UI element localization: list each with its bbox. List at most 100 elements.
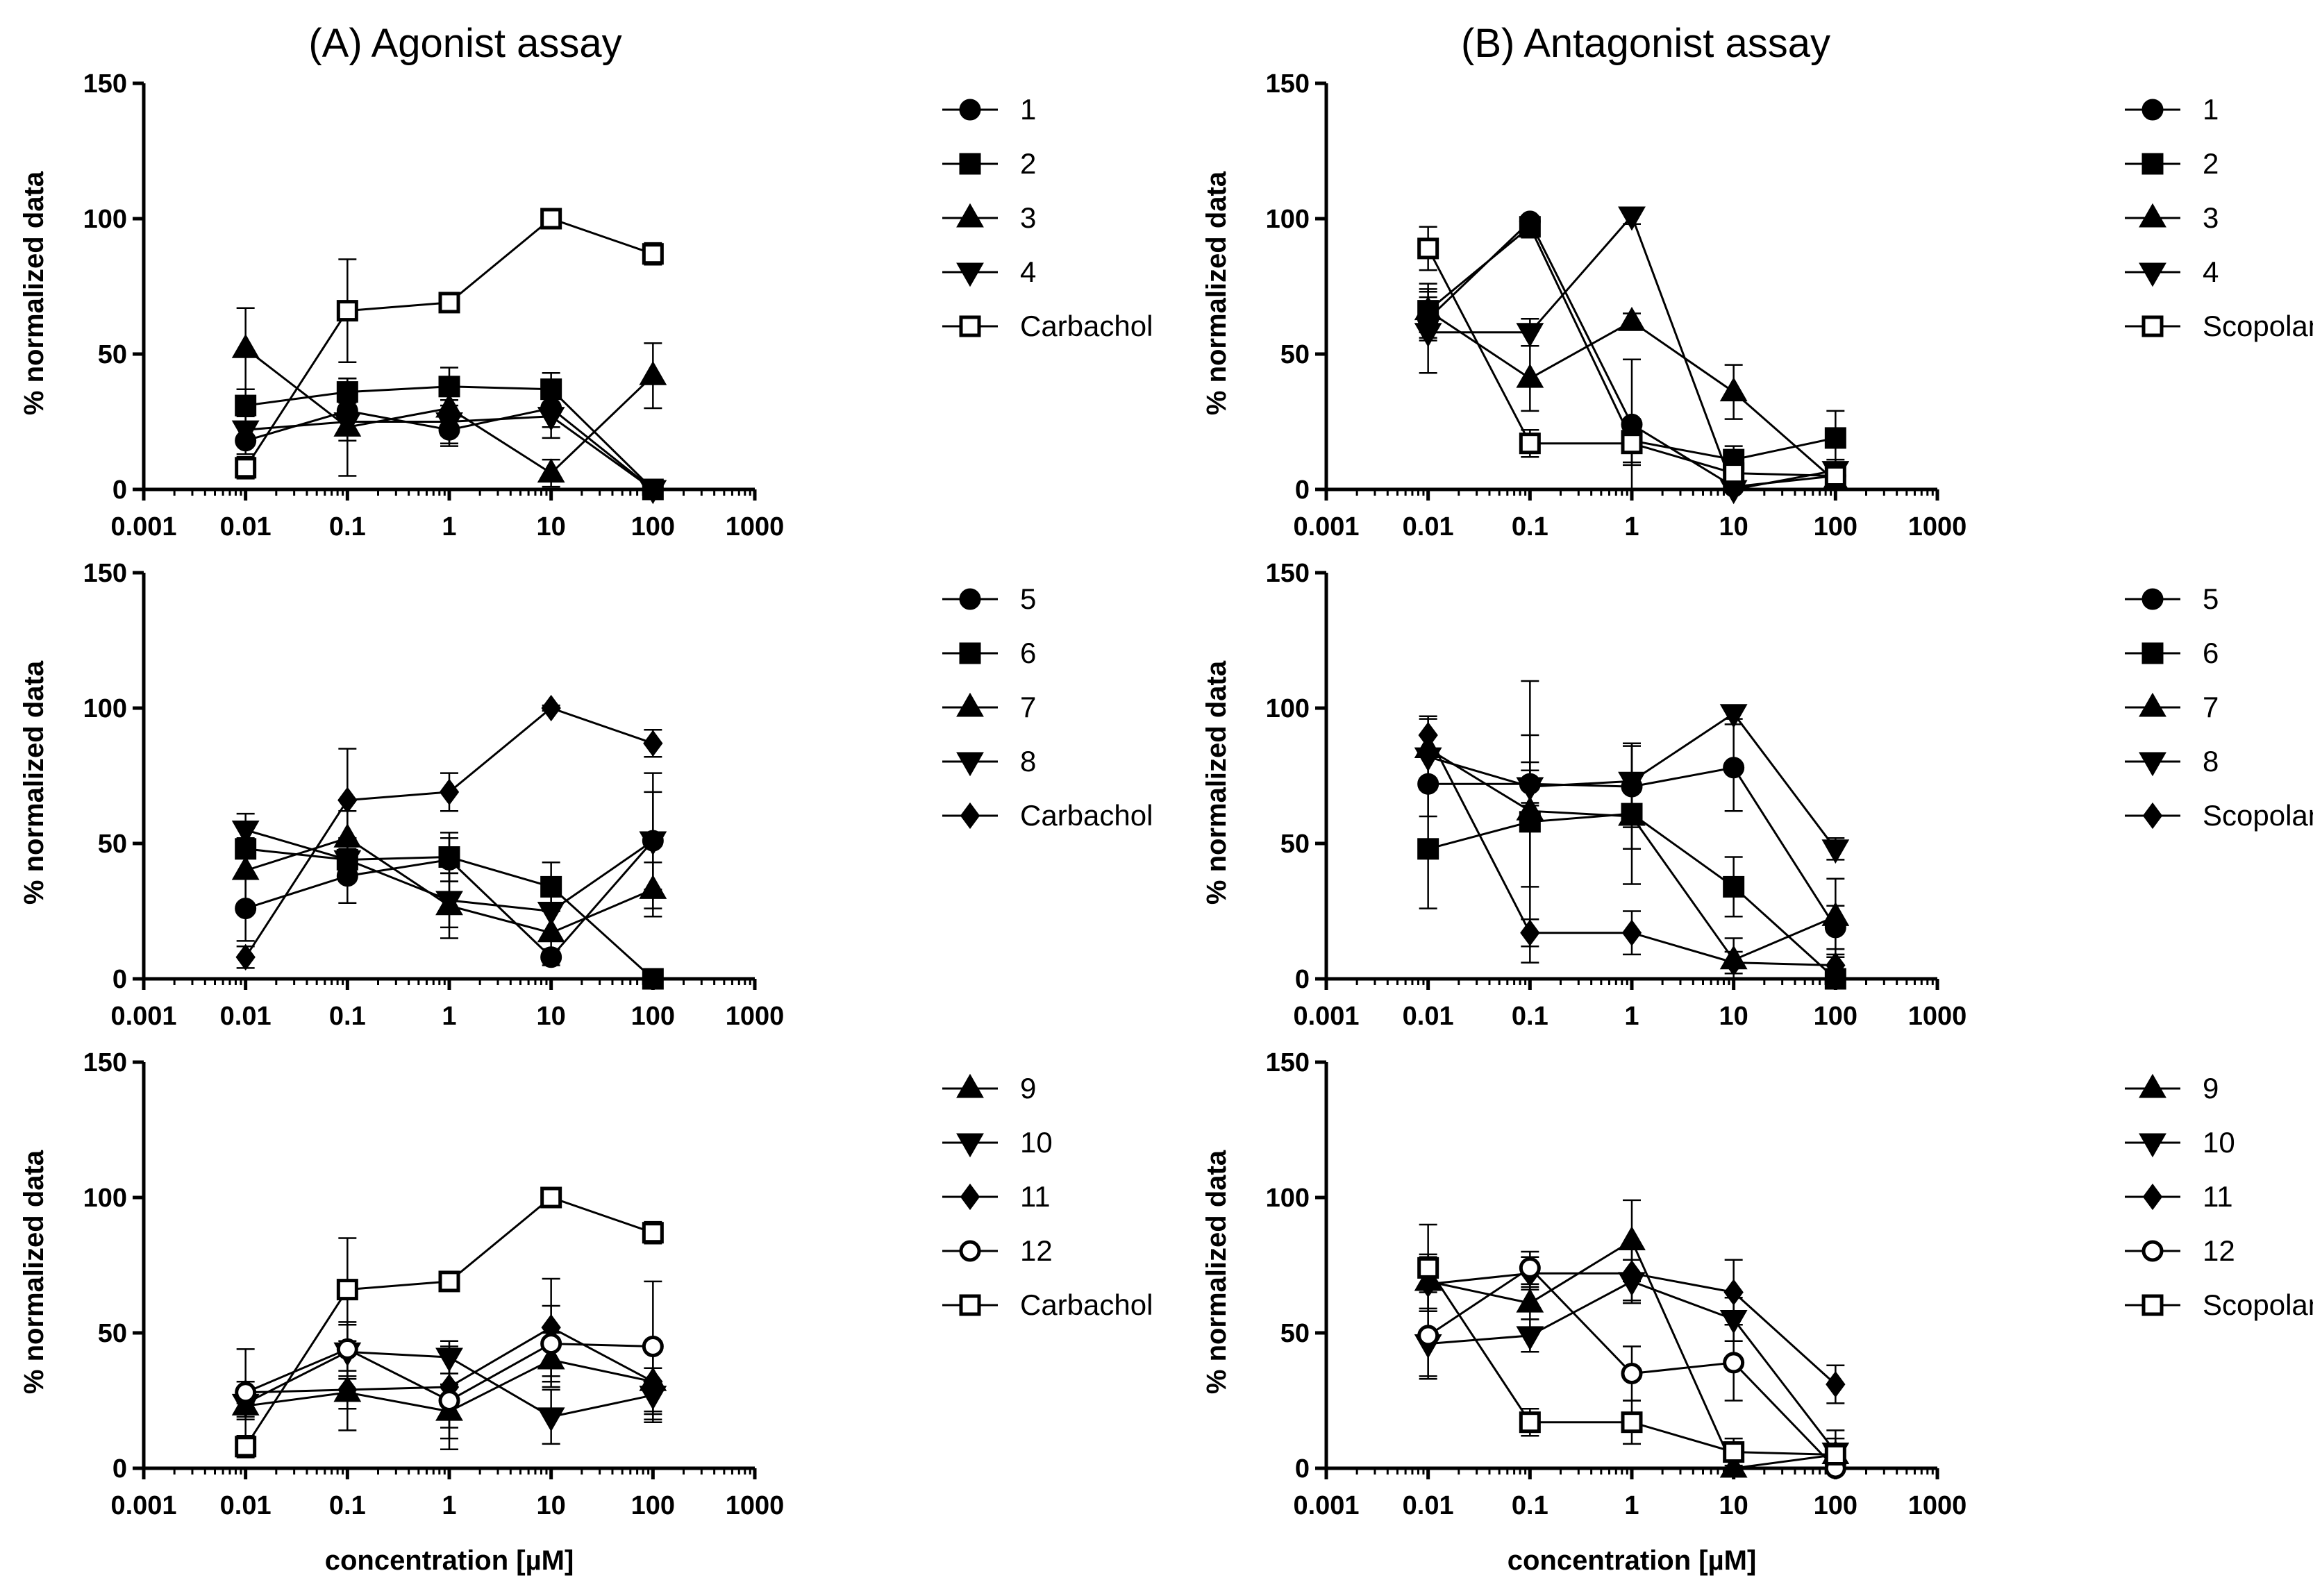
legend-label: 11: [2203, 1180, 2233, 1213]
y-tick-label: 150: [83, 1048, 127, 1077]
y-tick-label: 0: [112, 965, 127, 994]
legend-marker: [956, 752, 984, 777]
agonist-column-title: (A) Agonist assay: [308, 21, 621, 66]
data-point: [1723, 462, 1745, 485]
data-point: [1519, 1257, 1541, 1279]
legend-marker: [2141, 1294, 2164, 1316]
legend-label: Scopolamine: [2203, 1288, 2313, 1321]
y-tick-label: 50: [1280, 1319, 1310, 1348]
legend-marker: [959, 153, 981, 175]
data-point: [537, 407, 565, 431]
data-point: [235, 943, 256, 971]
legend-a-top: 1 2 3 4 Carbachol: [942, 93, 1153, 342]
data-point: [1824, 465, 1846, 487]
legend-b-middle: 5 6 7 8 Scopolamine: [2125, 582, 2313, 832]
x-tick-label: 1000: [726, 1491, 785, 1520]
legend-marker: [2141, 1240, 2164, 1262]
data-point: [336, 1279, 358, 1301]
data-point: [1723, 757, 1745, 779]
legend-marker: [2139, 203, 2166, 228]
x-tick-label: 1000: [726, 1002, 785, 1031]
y-tick-label: 100: [83, 205, 127, 234]
x-tick-label: 100: [631, 1491, 675, 1520]
y-tick-label: 50: [98, 1319, 127, 1348]
legend-label: Carbachol: [1020, 799, 1153, 832]
x-tick-label: 0.01: [1403, 1002, 1454, 1031]
y-axis-label: % normalized data: [19, 660, 49, 905]
y-tick-label: 100: [1266, 205, 1310, 234]
legend-b-top: 1 2 3 4 Scopolamine: [2125, 93, 2313, 342]
data-point: [639, 480, 667, 505]
x-tick-label: 1000: [1908, 512, 1967, 541]
x-tick-label: 0.001: [1293, 1491, 1359, 1520]
x-tick-label: 100: [1814, 512, 1857, 541]
data-point: [231, 420, 260, 445]
data-point: [438, 1270, 460, 1293]
legend-marker: [956, 203, 984, 228]
y-tick-label: 0: [112, 476, 127, 505]
legend-label: 6: [2203, 637, 2219, 669]
legend-label: 2: [1020, 147, 1036, 180]
x-tick-label: 0.001: [110, 512, 176, 541]
data-point: [235, 1381, 257, 1404]
series-scopolamine: [1418, 718, 1846, 979]
data-point: [231, 333, 260, 358]
series-scopolamine: [1417, 1223, 1846, 1467]
data-point: [642, 243, 664, 265]
legend-marker: [2141, 315, 2164, 337]
legend-label: 8: [1020, 745, 1036, 778]
data-point: [537, 458, 565, 483]
data-point: [1821, 839, 1850, 864]
data-point: [537, 1407, 565, 1432]
x-tick-label: 1000: [1908, 1002, 1967, 1031]
x-tick-label: 0.1: [329, 512, 366, 541]
y-tick-label: 100: [1266, 694, 1310, 723]
data-point: [540, 1186, 562, 1209]
data-point: [639, 831, 667, 856]
y-tick-label: 150: [1266, 69, 1310, 99]
data-point: [1821, 902, 1850, 926]
x-tick-label: 0.01: [220, 1002, 272, 1031]
panel-a-bottom: 0 50 100 150 0.001 0.01 0.1 1 10 100 1000 % normali…: [19, 1048, 1153, 1576]
legend-label: 3: [1020, 201, 1036, 234]
y-tick-label: 100: [1266, 1184, 1310, 1213]
data-point: [1719, 1453, 1748, 1478]
x-tick-label: 100: [1814, 1491, 1857, 1520]
data-point: [1417, 237, 1439, 260]
legend-marker: [959, 588, 981, 610]
x-tick-label: 0.001: [1293, 1002, 1359, 1031]
legend-label: 1: [2203, 93, 2219, 126]
data-point: [1621, 1411, 1643, 1434]
data-point: [1417, 838, 1439, 860]
x-tick-label: 1: [442, 512, 456, 541]
legend-marker: [959, 642, 981, 664]
data-point: [1719, 377, 1748, 402]
x-tick-label: 0.01: [1403, 512, 1454, 541]
data-point: [1516, 777, 1544, 802]
legend-label: 3: [2203, 201, 2219, 234]
data-point: [1621, 432, 1643, 455]
legend-label: 2: [2203, 147, 2219, 180]
legend-marker: [2139, 692, 2166, 717]
series-carbachol: [235, 1186, 664, 1459]
y-tick-label: 150: [1266, 559, 1310, 588]
legend-label: 7: [2203, 691, 2219, 723]
data-point: [1516, 1326, 1544, 1351]
data-point: [1418, 721, 1438, 749]
y-tick-label: 150: [83, 69, 127, 99]
y-tick-label: 50: [1280, 830, 1310, 859]
legend-label: 5: [1020, 582, 1036, 615]
x-tick-label: 10: [1719, 1491, 1748, 1520]
legend-marker: [956, 262, 984, 287]
series-12: [235, 1280, 664, 1450]
legend-b-bottom: 9 10 11 12 Scopolamine: [2125, 1072, 2313, 1321]
legend-marker: [959, 99, 981, 121]
data-point: [438, 292, 460, 314]
legend-label: 5: [2203, 582, 2219, 615]
data-point: [1618, 306, 1646, 331]
data-point: [1516, 1288, 1544, 1313]
data-point: [642, 1222, 664, 1244]
y-tick-label: 50: [98, 830, 127, 859]
y-tick-label: 0: [1295, 476, 1310, 505]
